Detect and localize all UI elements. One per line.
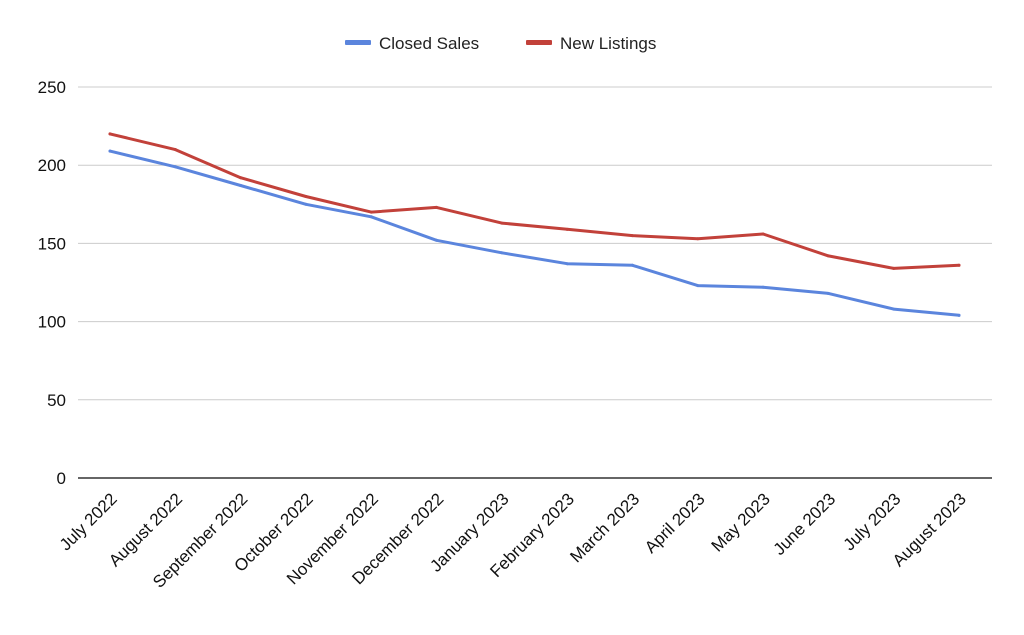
- data-point-closed-sales-june-2023[interactable]: [826, 291, 830, 295]
- legend: Closed Sales New Listings: [345, 34, 656, 53]
- y-tick-label-150: 150: [38, 234, 66, 253]
- data-point-new-listings-august-2023[interactable]: [957, 263, 961, 267]
- data-point-closed-sales-july-2023[interactable]: [892, 307, 896, 311]
- data-point-new-listings-july-2023[interactable]: [892, 266, 896, 270]
- data-point-new-listings-may-2023[interactable]: [761, 232, 765, 236]
- data-point-closed-sales-december-2022[interactable]: [435, 238, 439, 242]
- data-point-new-listings-august-2022[interactable]: [173, 148, 177, 152]
- legend-swatch-new-listings: [526, 40, 552, 45]
- series-lines: [108, 132, 961, 317]
- data-point-new-listings-april-2023[interactable]: [696, 237, 700, 241]
- data-point-closed-sales-january-2023[interactable]: [500, 251, 504, 255]
- y-tick-label-50: 50: [47, 391, 66, 410]
- data-point-closed-sales-september-2022[interactable]: [239, 184, 243, 188]
- y-tick-label-250: 250: [38, 78, 66, 97]
- data-point-closed-sales-october-2022[interactable]: [304, 202, 308, 206]
- series-line-new-listings[interactable]: [108, 132, 961, 270]
- data-point-new-listings-november-2022[interactable]: [369, 210, 373, 214]
- data-point-new-listings-february-2023[interactable]: [565, 227, 569, 231]
- data-point-closed-sales-november-2022[interactable]: [369, 215, 373, 219]
- series-new-listings: [108, 132, 961, 270]
- x-tick-label-march-2023: March 2023: [566, 489, 643, 566]
- x-tick-label-may-2023: May 2023: [708, 489, 774, 555]
- x-tick-label-april-2023: April 2023: [641, 489, 709, 557]
- data-point-closed-sales-april-2023[interactable]: [696, 284, 700, 288]
- y-tick-label-0: 0: [57, 469, 66, 488]
- data-point-closed-sales-march-2023[interactable]: [630, 263, 634, 267]
- legend-label-new-listings: New Listings: [560, 34, 656, 53]
- data-point-new-listings-january-2023[interactable]: [500, 221, 504, 225]
- data-point-new-listings-march-2023[interactable]: [630, 234, 634, 238]
- gridlines: [78, 86, 992, 479]
- y-tick-label-200: 200: [38, 156, 66, 175]
- data-point-closed-sales-july-2022[interactable]: [108, 149, 112, 153]
- data-point-closed-sales-may-2023[interactable]: [761, 285, 765, 289]
- data-point-closed-sales-august-2022[interactable]: [173, 165, 177, 169]
- y-axis-tick-labels: 0 50 100 150 200 250: [38, 78, 66, 488]
- data-point-new-listings-october-2022[interactable]: [304, 194, 308, 198]
- y-tick-label-100: 100: [38, 313, 66, 332]
- x-tick-label-july-2023: July 2023: [840, 489, 905, 554]
- x-tick-label-july-2022: July 2022: [56, 489, 121, 554]
- series-line-closed-sales[interactable]: [108, 149, 961, 317]
- data-point-new-listings-december-2022[interactable]: [435, 205, 439, 209]
- legend-label-closed-sales: Closed Sales: [379, 34, 479, 53]
- legend-item-new-listings[interactable]: New Listings: [526, 34, 656, 53]
- data-point-new-listings-july-2022[interactable]: [108, 132, 112, 136]
- data-point-closed-sales-february-2023[interactable]: [565, 262, 569, 266]
- legend-item-closed-sales[interactable]: Closed Sales: [345, 34, 479, 53]
- data-point-new-listings-june-2023[interactable]: [826, 254, 830, 258]
- data-point-closed-sales-august-2023[interactable]: [957, 313, 961, 317]
- data-point-new-listings-september-2022[interactable]: [239, 176, 243, 180]
- series-closed-sales: [108, 149, 961, 317]
- x-tick-label-june-2023: June 2023: [770, 489, 840, 559]
- legend-swatch-closed-sales: [345, 40, 371, 45]
